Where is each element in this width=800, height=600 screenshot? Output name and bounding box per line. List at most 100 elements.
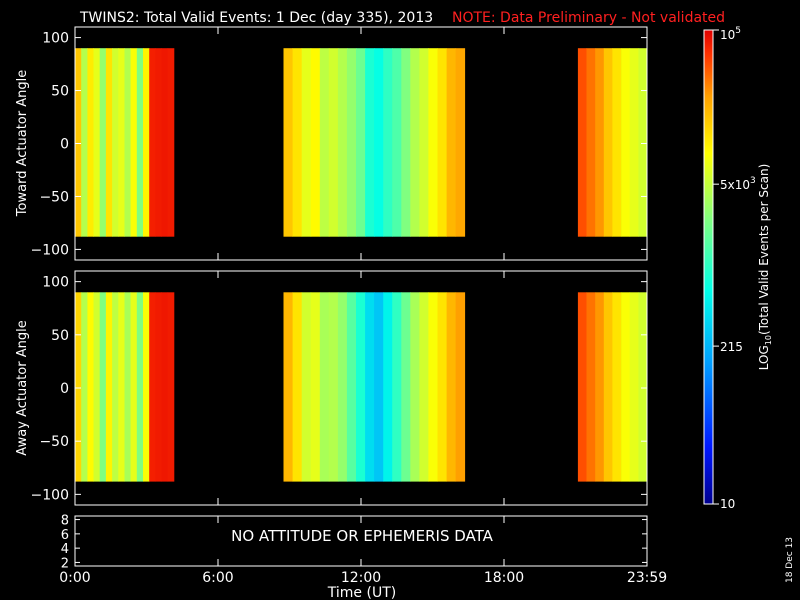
heatmap-cell: [337, 292, 348, 482]
heatmap-cell: [419, 292, 429, 482]
y-tick-label: −50: [39, 189, 69, 205]
no-data-message: NO ATTITUDE OR EPHEMERIS DATA: [231, 527, 494, 545]
colorbar-tick-label: 10: [720, 497, 735, 511]
heatmap-cell: [130, 292, 138, 482]
away-panel: 100 50 0 −50 −100 Away Actuator Angle: [15, 270, 648, 506]
heatmap-cell: [365, 48, 375, 237]
heatmap-cell: [319, 48, 330, 237]
heatmap-cell: [328, 292, 339, 482]
heatmap-cell: [155, 292, 162, 482]
toward-y-label: Toward Actuator Angle: [15, 70, 30, 217]
y-tick-label: −100: [31, 242, 69, 258]
heatmap-cell: [310, 48, 321, 237]
toward-x-ticks: [74, 27, 648, 260]
heatmap-cell: [392, 292, 402, 482]
heatmap-cell: [99, 292, 107, 482]
heatmap-cell: [75, 48, 82, 237]
colorbar-label-rest: (Total Valid Events per Scan): [757, 164, 771, 335]
colorbar-label-sub: 10: [764, 335, 773, 345]
y-tick-label: −50: [39, 434, 69, 450]
heatmap-cell: [149, 292, 156, 482]
heatmap-cell: [283, 292, 293, 482]
x-tick-label: 0:00: [59, 570, 90, 586]
heatmap-cell: [292, 48, 303, 237]
heatmap-cell: [167, 48, 175, 237]
heatmap-cell: [105, 292, 113, 482]
time-axis-label: Time (UT): [327, 585, 396, 600]
y-tick-label: 8: [61, 514, 69, 529]
heatmap-cell: [155, 48, 162, 237]
colorbar-frame: [703, 29, 714, 505]
heatmap-cell: [629, 48, 639, 237]
toward-heatmap: [75, 48, 648, 237]
heatmap-cell: [143, 48, 150, 237]
heatmap-cell: [612, 48, 622, 237]
y-tick-label: 50: [51, 328, 69, 344]
y-tick-label: 0: [60, 137, 69, 153]
heatmap-cell: [356, 48, 366, 237]
heatmap-cell: [337, 48, 348, 237]
y-tick-label: 50: [51, 84, 69, 100]
heatmap-cell: [446, 48, 457, 237]
heatmap-cell: [374, 292, 384, 482]
heatmap-cell: [401, 48, 411, 237]
heatmap-cell: [130, 48, 138, 237]
heatmap-cell: [621, 292, 631, 482]
date-stamp: 18 Dec 13: [785, 537, 795, 583]
heatmap-cell: [99, 48, 107, 237]
heatmap-cell: [577, 292, 587, 482]
heatmap-cell: [603, 48, 613, 237]
heatmap-cell: [301, 292, 312, 482]
away-x-ticks: [74, 271, 648, 505]
heatmap-cell: [586, 292, 596, 482]
heatmap-cell: [428, 292, 438, 482]
heatmap-cell: [124, 48, 132, 237]
heatmap-cell: [319, 292, 330, 482]
heatmap-cell: [621, 48, 631, 237]
heatmap-cell: [365, 292, 375, 482]
heatmap-cell: [383, 48, 393, 237]
heatmap-cell: [401, 292, 411, 482]
y-tick-label: 4: [61, 542, 69, 557]
heatmap-cell: [629, 292, 639, 482]
heatmap-cell: [455, 48, 466, 237]
heatmap-cell: [143, 292, 150, 482]
heatmap-cell: [81, 48, 88, 237]
heatmap-cell: [577, 48, 587, 237]
heatmap-cell: [161, 292, 169, 482]
heatmap-cell: [105, 48, 113, 237]
heatmap-cell: [93, 48, 101, 237]
y-tick-label: 2: [61, 556, 69, 571]
heatmap-cell: [595, 292, 605, 482]
heatmap-cell: [167, 292, 175, 482]
heatmap-cell: [112, 292, 119, 482]
x-tick-label: 23:59: [627, 570, 667, 586]
heatmap-cell: [437, 292, 447, 482]
heatmap-cell: [419, 48, 429, 237]
heatmap-cell: [356, 292, 366, 482]
heatmap-cell: [118, 48, 125, 237]
preliminary-note: NOTE: Data Preliminary - Not validated: [452, 10, 725, 26]
heatmap-cell: [124, 292, 132, 482]
heatmap-cell: [310, 292, 321, 482]
away-heatmap: [75, 292, 648, 482]
heatmap-cell: [292, 292, 303, 482]
chart-title: TWINS2: Total Valid Events: 1 Dec (day 3…: [79, 10, 433, 26]
colorbar-tick-label: 105: [720, 26, 741, 42]
heatmap-cell: [638, 48, 648, 237]
heatmap-cell: [118, 292, 125, 482]
time-x-ticks: 0:00 6:00 12:00 18:00 23:59: [59, 516, 667, 586]
heatmap-cell: [383, 292, 393, 482]
away-y-ticks: 100 50 0 −50 −100: [31, 275, 647, 503]
heatmap-cell: [346, 48, 357, 237]
heatmap-cell: [87, 292, 94, 482]
heatmap-cell: [346, 292, 357, 482]
x-tick-label: 6:00: [202, 570, 233, 586]
colorbar-label-log: LOG: [757, 345, 771, 370]
heatmap-cell: [586, 48, 596, 237]
away-y-label: Away Actuator Angle: [15, 320, 30, 455]
